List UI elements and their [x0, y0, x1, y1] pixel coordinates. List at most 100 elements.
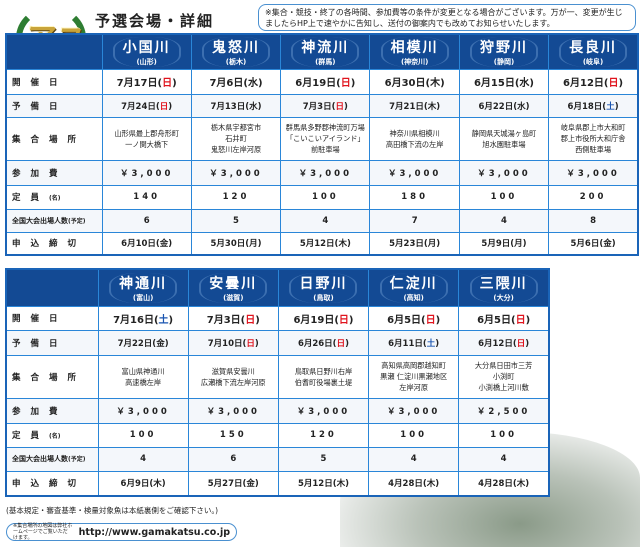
deadline-cell: 6月9日(木) [97, 470, 189, 497]
reserve-date-cell: 7月10日(日) [187, 329, 279, 356]
reserve-date-cell: 6月11日(土) [368, 329, 460, 356]
row-label-suffix: (名) [49, 195, 61, 202]
event-date-text: 7月17日( [116, 78, 163, 89]
entry-fee-text: ￥3,000 [298, 168, 353, 179]
meeting-place-text: 岐阜県郡上市大和町 郡上市役所大和庁舎 西側駐車場 [560, 123, 626, 154]
deadline-text: 5月23日(月) [389, 239, 441, 250]
prefecture: (山形) [136, 57, 157, 66]
entry-fee-text: ￥3,000 [566, 168, 620, 179]
qualifiers-text: 8 [590, 215, 597, 226]
deadline-text: 6月9日(木) [120, 479, 166, 490]
reserve-date-text: 6月12日( [478, 338, 517, 349]
weekday: 日 [338, 314, 349, 326]
entry-fee-text: ￥3,000 [116, 406, 170, 417]
weekday: 日 [515, 314, 526, 326]
row-label: 集合場所 [5, 116, 103, 161]
deadline-text: 6月10日(金) [121, 239, 173, 250]
qualifiers-text: 6 [143, 215, 150, 226]
meeting-place-cell: 静岡県天城湯ヶ島町 旭水園駐車場 [458, 116, 550, 161]
row-label-text: 開催日 [12, 77, 68, 88]
capacity-text: 150 [219, 430, 247, 440]
weekday: 土 [426, 338, 436, 349]
qualifiers-cell: 4 [368, 446, 460, 472]
prefecture: (滋賀) [223, 293, 244, 302]
river-header: 狩野川 (静岡) [458, 33, 550, 70]
capacity-cell: 200 [548, 184, 639, 210]
weekday: 水 [249, 101, 258, 112]
change-notice: ※集合・競技・終了の各時間、参加費等の条件が変更となる場合がございます。万が一、… [258, 4, 636, 31]
event-date-cell: 7月3日(日) [187, 305, 279, 331]
prefecture: (岐阜) [582, 57, 604, 66]
reserve-date-cell: 7月3日(日) [280, 93, 371, 118]
weekday: 日 [246, 338, 255, 349]
capacity-text: 140 [133, 192, 161, 202]
weekday: 日 [159, 101, 169, 112]
meeting-place-text: 滋賀県安曇川 広瀬橋下流左岸河原 [200, 366, 266, 387]
row-label-text: 全国大会出場人数 [12, 216, 68, 225]
row-event-date: 開催日 7月16日(土) 7月3日(日) 6月19日(日) 6月5日(日) 6月5日(日) [5, 305, 550, 331]
row-reserve-date: 予備日 7月24日(日) 7月13日(水) 7月3日(日) 7月21日(木) 6月22日(… [5, 93, 639, 118]
event-date-cell: 6月5日(日) [458, 305, 550, 331]
reserve-date-text: 6月18日( [567, 101, 607, 112]
capacity-text: 100 [400, 430, 428, 440]
reserve-date-text: 7月24日( [121, 101, 160, 112]
corner-cell [5, 33, 103, 70]
deadline-text: 4月28日(木) [478, 479, 530, 490]
website-link[interactable]: http://www.gamakatsu.co.jp [78, 526, 230, 538]
event-date-text: 7月16日( [113, 314, 159, 326]
meeting-place-cell: 富山県神通川 高速橋左岸 [97, 354, 189, 399]
qualifiers-text: 4 [410, 454, 417, 464]
entry-fee-text: ￥3,000 [386, 406, 441, 417]
river-name: 安曇川 [209, 275, 258, 292]
weekday: 土 [606, 101, 615, 112]
row-label: 予備日 [5, 93, 103, 118]
weekday: 土 [158, 314, 169, 326]
capacity-cell: 120 [277, 422, 370, 448]
row-label-text: 集合場所 [12, 372, 87, 383]
qualifiers-cell: 6 [101, 208, 192, 233]
entry-fee-cell: ￥2,500 [458, 397, 550, 424]
meeting-place-cell: 大分県日田市三芳 小渕町 小渕橋上河川敷 [458, 354, 550, 399]
entry-fee-cell: ￥3,000 [369, 159, 460, 186]
capacity-cell: 100 [458, 422, 550, 448]
qualifiers-cell: 4 [280, 208, 371, 233]
reserve-date-cell: 6月18日(土) [548, 93, 639, 118]
meeting-place-text: 栃木県宇都宮市 石井町 鬼怒川左岸河原 [210, 123, 262, 154]
capacity-cell: 150 [187, 422, 279, 448]
row-label-text: 定員 [12, 431, 50, 441]
reserve-date-text: 7月13日( [210, 101, 250, 112]
weekday: 日 [516, 338, 526, 349]
weekday: 木 [427, 101, 437, 112]
capacity-text: 120 [310, 430, 337, 440]
deadline-text: 5月30日(月) [210, 239, 262, 250]
row-entry-fee: 参加費 ￥3,000 ￥3,000 ￥3,000 ￥3,000 ￥2,500 [5, 397, 550, 424]
row-qualifiers: 全国大会出場人数(予定) 4 6 5 4 4 [5, 446, 550, 472]
event-date-text: 7月3日( [206, 314, 246, 326]
weekday: 日 [608, 78, 619, 89]
event-date-text: 6月15日( [473, 78, 520, 89]
row-label-text: 開催日 [12, 314, 68, 324]
deadline-cell: 5月27日(金) [187, 470, 279, 497]
row-qualifiers: 全国大会出場人数(予定) 6 5 4 7 4 8 [5, 208, 639, 233]
event-date-cell: 6月30日(木) [369, 68, 460, 95]
qualifiers-cell: 4 [458, 446, 550, 472]
venue-table-west: 神通川 (富山) 安曇川 (滋賀) 日野川 (鳥取) 仁淀川 (高知) 三隈川 (大分) 開催日 7月… [5, 268, 550, 497]
deadline-cell: 5月30日(月) [190, 231, 282, 256]
prefecture: (大分) [493, 293, 514, 302]
qualifiers-text: 6 [230, 454, 237, 464]
weekday: 日 [335, 101, 344, 112]
entry-fee-cell: ￥3,000 [187, 397, 279, 424]
weekday: 水 [519, 78, 530, 89]
row-capacity: 定員(名) 140 120 100 180 100 200 [5, 184, 639, 210]
meeting-place-text: 鳥取県日野川右岸 伯耆町役場裏土堤 [294, 366, 353, 387]
weekday: 日 [162, 78, 173, 89]
capacity-cell: 100 [458, 184, 550, 210]
capacity-text: 120 [222, 192, 250, 202]
event-date-cell: 6月5日(日) [368, 305, 460, 331]
prefecture: (群馬) [315, 57, 336, 66]
reserve-date-cell: 7月24日(日) [101, 93, 192, 118]
deadline-cell: 4月28日(木) [458, 470, 550, 497]
row-label-text: 申込締切 [12, 479, 87, 490]
row-label: 予備日 [5, 329, 99, 356]
qualifiers-text: 5 [320, 454, 327, 464]
